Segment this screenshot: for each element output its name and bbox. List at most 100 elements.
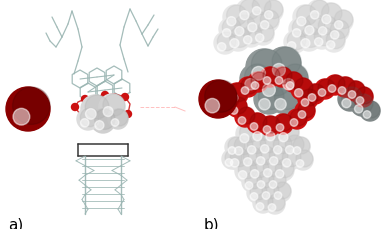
Circle shape (227, 18, 236, 27)
Circle shape (263, 169, 272, 177)
Circle shape (259, 182, 279, 202)
Circle shape (230, 107, 238, 115)
Circle shape (269, 171, 286, 188)
Circle shape (298, 90, 318, 109)
Circle shape (275, 99, 286, 110)
Circle shape (338, 88, 362, 112)
Circle shape (283, 159, 291, 167)
Circle shape (356, 88, 373, 105)
Circle shape (238, 160, 257, 179)
Circle shape (334, 11, 353, 30)
Circle shape (240, 134, 249, 143)
Circle shape (257, 181, 265, 188)
Circle shape (260, 68, 280, 88)
Circle shape (283, 79, 294, 90)
Circle shape (80, 109, 99, 127)
Circle shape (250, 183, 267, 200)
Circle shape (271, 182, 291, 202)
Circle shape (262, 84, 275, 97)
Circle shape (71, 104, 78, 111)
Circle shape (238, 108, 255, 124)
Circle shape (286, 82, 294, 90)
Circle shape (272, 64, 285, 77)
Circle shape (255, 24, 274, 43)
Circle shape (230, 28, 250, 48)
Circle shape (268, 204, 276, 211)
Circle shape (354, 95, 373, 113)
Circle shape (250, 170, 259, 178)
Circle shape (248, 73, 268, 93)
Circle shape (292, 19, 311, 38)
Circle shape (308, 94, 316, 102)
Circle shape (257, 134, 279, 156)
Circle shape (363, 101, 380, 118)
Circle shape (245, 182, 253, 189)
Circle shape (94, 109, 115, 130)
Circle shape (305, 15, 325, 35)
Circle shape (334, 22, 343, 30)
Circle shape (231, 136, 253, 158)
Circle shape (247, 159, 269, 181)
Circle shape (111, 119, 119, 127)
Circle shape (247, 135, 266, 154)
Circle shape (311, 28, 333, 50)
Circle shape (263, 117, 280, 134)
Circle shape (294, 79, 313, 97)
Circle shape (318, 17, 337, 35)
Circle shape (248, 24, 257, 33)
Circle shape (270, 85, 300, 114)
Circle shape (243, 36, 252, 45)
Circle shape (327, 21, 349, 43)
Circle shape (351, 95, 373, 117)
Circle shape (243, 158, 252, 166)
Circle shape (283, 65, 308, 90)
Circle shape (247, 146, 256, 154)
Circle shape (318, 89, 326, 97)
Circle shape (240, 12, 249, 21)
Circle shape (296, 150, 313, 167)
Circle shape (99, 95, 125, 120)
Circle shape (296, 160, 304, 168)
Circle shape (301, 28, 321, 48)
Circle shape (284, 32, 306, 54)
Circle shape (224, 101, 231, 108)
Circle shape (266, 146, 288, 168)
Circle shape (103, 107, 113, 117)
Circle shape (244, 135, 266, 157)
Circle shape (225, 149, 242, 166)
Circle shape (322, 16, 331, 25)
Circle shape (314, 38, 323, 47)
Text: a): a) (8, 217, 23, 229)
Circle shape (125, 111, 131, 118)
Circle shape (222, 149, 242, 169)
Circle shape (315, 80, 335, 100)
Circle shape (252, 24, 274, 46)
Circle shape (307, 1, 329, 23)
Circle shape (315, 17, 337, 39)
Circle shape (235, 108, 255, 128)
Circle shape (282, 135, 304, 157)
Circle shape (301, 15, 325, 39)
Circle shape (225, 137, 245, 157)
Circle shape (341, 88, 362, 108)
Circle shape (249, 0, 271, 19)
Circle shape (77, 109, 99, 131)
Circle shape (230, 159, 239, 167)
Circle shape (265, 194, 285, 214)
Circle shape (85, 109, 96, 120)
Circle shape (325, 76, 345, 95)
Circle shape (326, 31, 345, 49)
Circle shape (231, 16, 255, 40)
Circle shape (218, 44, 226, 52)
Circle shape (13, 88, 50, 125)
Circle shape (217, 33, 236, 52)
Circle shape (234, 136, 253, 155)
Circle shape (290, 109, 307, 126)
Circle shape (256, 146, 275, 165)
Circle shape (348, 91, 356, 99)
Circle shape (251, 50, 282, 80)
Circle shape (273, 114, 293, 134)
Circle shape (269, 181, 277, 188)
Circle shape (323, 31, 345, 53)
Circle shape (268, 194, 285, 211)
